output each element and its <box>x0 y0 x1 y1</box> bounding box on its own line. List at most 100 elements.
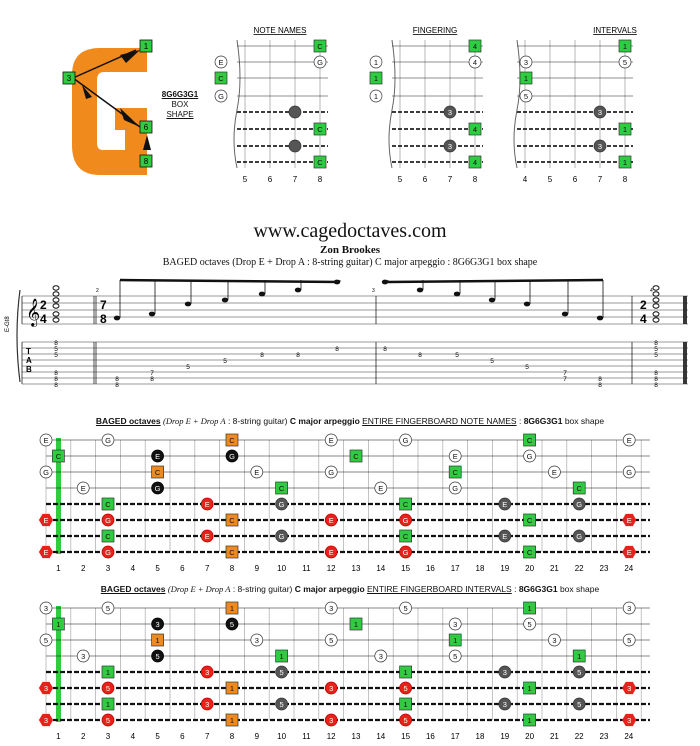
fret-marker: C <box>572 481 586 495</box>
svg-text:3: 3 <box>503 700 507 709</box>
fret-number: 18 <box>476 564 485 573</box>
svg-text:3: 3 <box>44 716 48 725</box>
big-g-logo <box>72 48 147 175</box>
tab-number: 5 <box>54 352 58 359</box>
fret-marker: E <box>498 529 512 543</box>
fret-number: 19 <box>500 564 509 573</box>
fret-number: 21 <box>550 564 559 573</box>
svg-text:3: 3 <box>205 668 209 677</box>
svg-text:3: 3 <box>44 604 48 613</box>
fret-number: 15 <box>401 732 410 741</box>
fret-number: 14 <box>376 732 385 741</box>
note-head <box>381 279 389 285</box>
tab-number: 8 <box>115 382 119 389</box>
svg-text:E: E <box>627 436 632 445</box>
board2-title: BAGED octaves (Drop E + Drop A : 8-strin… <box>100 584 600 594</box>
svg-text:3: 3 <box>524 58 528 67</box>
svg-text:3: 3 <box>81 652 85 661</box>
svg-text:G: G <box>317 58 323 67</box>
svg-text:E: E <box>329 436 334 445</box>
fret-marker: E <box>200 529 214 543</box>
fret-marker: 3 <box>324 601 338 615</box>
svg-text:E: E <box>254 468 259 477</box>
fret-marker: 1 <box>572 649 586 663</box>
svg-text:5: 5 <box>627 636 631 645</box>
shape-label: SHAPE <box>166 110 194 119</box>
mini-marker: 3 <box>593 105 607 119</box>
chord-note <box>652 297 660 303</box>
svg-text:1: 1 <box>230 684 234 693</box>
svg-text:C: C <box>56 452 62 461</box>
fret-marker: G <box>101 545 115 559</box>
svg-text:E: E <box>329 516 334 525</box>
svg-text:G: G <box>105 516 111 525</box>
svg-text:C: C <box>527 548 533 557</box>
tab-number: 7 <box>150 370 154 377</box>
mini-fret-number: 7 <box>448 175 453 184</box>
fret-number: 20 <box>525 732 534 741</box>
mini-marker: 1 <box>618 122 632 136</box>
fret-marker: 1 <box>349 617 363 631</box>
mini-marker: 1 <box>618 39 632 53</box>
fret-number: 8 <box>230 564 235 573</box>
svg-text:3: 3 <box>156 620 160 629</box>
mini-fret-number: 8 <box>473 175 478 184</box>
svg-text:5: 5 <box>156 652 160 661</box>
fret-marker: G <box>622 465 636 479</box>
fret-marker: C <box>448 465 462 479</box>
mini-marker: 5 <box>618 55 632 69</box>
svg-text:3: 3 <box>329 684 333 693</box>
svg-text:3: 3 <box>598 108 602 117</box>
svg-text:1: 1 <box>623 42 627 51</box>
fret-number: 1 <box>56 732 61 741</box>
svg-text:C: C <box>229 548 235 557</box>
fret-marker: 3 <box>374 649 388 663</box>
fret-marker: E <box>324 545 338 559</box>
mini-marker: C <box>313 155 327 169</box>
svg-text:E: E <box>502 500 507 509</box>
note-head <box>523 301 531 307</box>
fretboard-intervals: 1 2 3 4 5 6 7 8 9 10 11 12 13 14 15 16 17 18 19 20 21 22 23 243… <box>38 601 650 741</box>
fret-marker: 5 <box>275 697 288 711</box>
fret-marker: 3 <box>622 601 636 615</box>
svg-text:G: G <box>155 484 161 493</box>
svg-text:5: 5 <box>44 636 48 645</box>
fret-marker: 1 <box>448 633 462 647</box>
mini-fret-number: 7 <box>293 175 298 184</box>
svg-text:G: G <box>279 500 285 509</box>
fret-marker: C <box>151 465 164 479</box>
fret-number: 4 <box>131 732 136 741</box>
mini-fret-number: 5 <box>243 175 248 184</box>
svg-text:G: G <box>43 468 49 477</box>
tab-number: 8 <box>54 370 58 377</box>
mini-diagram-title: NOTE NAMES <box>254 26 307 35</box>
mini-fret-number: 8 <box>623 175 628 184</box>
note-head <box>258 291 266 297</box>
chord-note <box>652 303 660 309</box>
svg-text:3: 3 <box>598 142 602 151</box>
svg-text:5: 5 <box>577 700 581 709</box>
chord-note <box>652 317 660 323</box>
svg-text:G: G <box>403 516 409 525</box>
mini-marker: 3 <box>593 139 607 153</box>
svg-text:3: 3 <box>205 700 209 709</box>
svg-text:3: 3 <box>627 716 631 725</box>
svg-text:3: 3 <box>627 684 631 693</box>
svg-text:1: 1 <box>404 668 408 677</box>
fret-marker: 5 <box>399 601 412 615</box>
mini-fret-number: 8 <box>318 175 323 184</box>
fret-marker: 1 <box>399 697 412 711</box>
fret-marker: E <box>622 513 637 527</box>
svg-text:G: G <box>403 548 409 557</box>
site-url[interactable]: www.cagedoctaves.com <box>253 220 447 242</box>
fret-marker: E <box>76 481 90 495</box>
svg-text:E: E <box>627 516 632 525</box>
fret-number: 6 <box>180 732 185 741</box>
time-sig-end-bottom: 4 <box>640 312 647 326</box>
mini-fret-number: 7 <box>598 175 603 184</box>
svg-text:E: E <box>81 484 86 493</box>
fret-marker: 5 <box>225 617 239 631</box>
svg-text:C: C <box>527 436 533 445</box>
mini-marker: 4 <box>468 155 482 169</box>
